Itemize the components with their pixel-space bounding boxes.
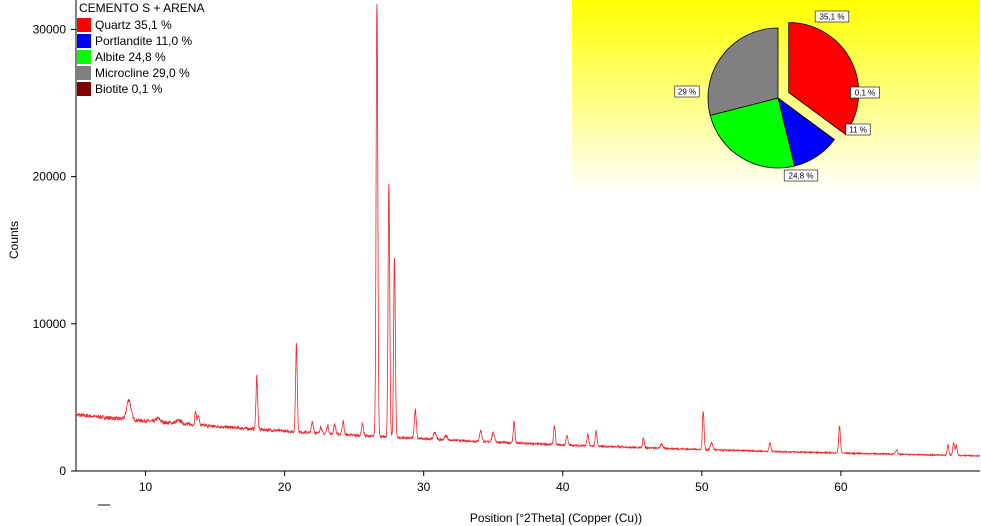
pie-inset: 35,1 % 0,1 % 11 % 24,8 % 29 %	[572, 0, 980, 194]
legend-swatch	[77, 34, 91, 48]
legend-swatch	[77, 82, 91, 96]
legend-swatch	[77, 66, 91, 80]
x-tick-label: 10	[139, 480, 153, 494]
y-tick-label: 30000	[33, 22, 67, 36]
legend-entry-label: Biotite 0,1 %	[95, 82, 163, 96]
x-axis-title: Position [°2Theta] (Copper (Cu))	[470, 511, 642, 525]
axes: 10 20 30 40 50 60 0 10000 20000 30000	[33, 0, 980, 494]
legend: CEMENTO S + ARENA Quartz 35,1 % Portlandit…	[77, 1, 204, 96]
y-tick-label: 10000	[33, 317, 67, 331]
pie-label-biotite: 0,1 %	[855, 89, 875, 98]
x-tick-label: 40	[556, 480, 570, 494]
legend-entry-label: Microcline 29,0 %	[95, 66, 190, 80]
pie-label-box	[850, 86, 880, 99]
y-tick-label: 0	[59, 464, 66, 478]
xrd-series-line	[76, 3, 980, 458]
x-tick-label: 60	[834, 480, 848, 494]
legend-title: CEMENTO S + ARENA	[79, 1, 204, 15]
legend-entry-label: Portlandite 11,0 %	[95, 34, 193, 48]
legend-entry-label: Albite 24,8 %	[95, 50, 166, 64]
pie-label-box	[783, 169, 819, 182]
pie-label-box	[845, 123, 871, 136]
pie-label-microcline: 29 %	[678, 88, 696, 97]
x-tick-label: 20	[278, 480, 292, 494]
pie-slice-microcline	[707, 27, 779, 116]
pie-label-quartz: 35,1 %	[820, 13, 845, 22]
y-axis-title: Counts	[7, 221, 21, 259]
y-tick-label: 20000	[33, 170, 67, 184]
x-tick-label: 30	[417, 480, 431, 494]
pie-slice-quartz	[788, 22, 860, 135]
pie-label-portlandite: 11 %	[849, 126, 867, 135]
legend-entry-label: Quartz 35,1 %	[95, 18, 172, 32]
plot-area	[76, 3, 980, 458]
x-tick-label: 50	[695, 480, 709, 494]
pie-label-box	[674, 85, 700, 98]
legend-swatch	[77, 18, 91, 32]
pie-label-albite: 24,8 %	[789, 172, 814, 181]
pie-label-box	[814, 10, 850, 23]
pie-slice-albite	[709, 97, 796, 169]
legend-swatch	[77, 50, 91, 64]
